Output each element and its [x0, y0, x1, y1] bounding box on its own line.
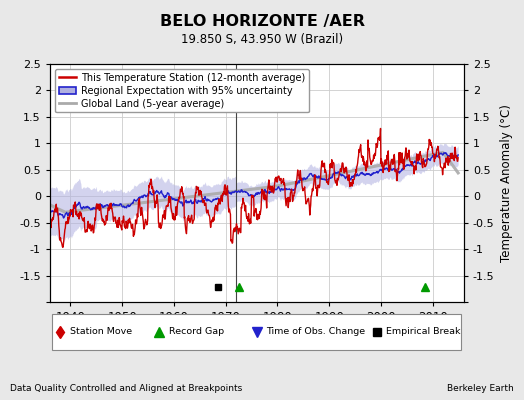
Text: 19.850 S, 43.950 W (Brazil): 19.850 S, 43.950 W (Brazil): [181, 33, 343, 46]
Text: Station Move: Station Move: [70, 328, 132, 336]
Legend: This Temperature Station (12-month average), Regional Expectation with 95% uncer: This Temperature Station (12-month avera…: [54, 69, 309, 112]
FancyBboxPatch shape: [52, 314, 461, 350]
Text: BELO HORIZONTE /AER: BELO HORIZONTE /AER: [159, 14, 365, 29]
Text: Empirical Break: Empirical Break: [386, 328, 461, 336]
Text: Berkeley Earth: Berkeley Earth: [447, 384, 514, 393]
Text: Record Gap: Record Gap: [169, 328, 225, 336]
Y-axis label: Temperature Anomaly (°C): Temperature Anomaly (°C): [500, 104, 513, 262]
Text: Time of Obs. Change: Time of Obs. Change: [266, 328, 365, 336]
Text: Data Quality Controlled and Aligned at Breakpoints: Data Quality Controlled and Aligned at B…: [10, 384, 243, 393]
